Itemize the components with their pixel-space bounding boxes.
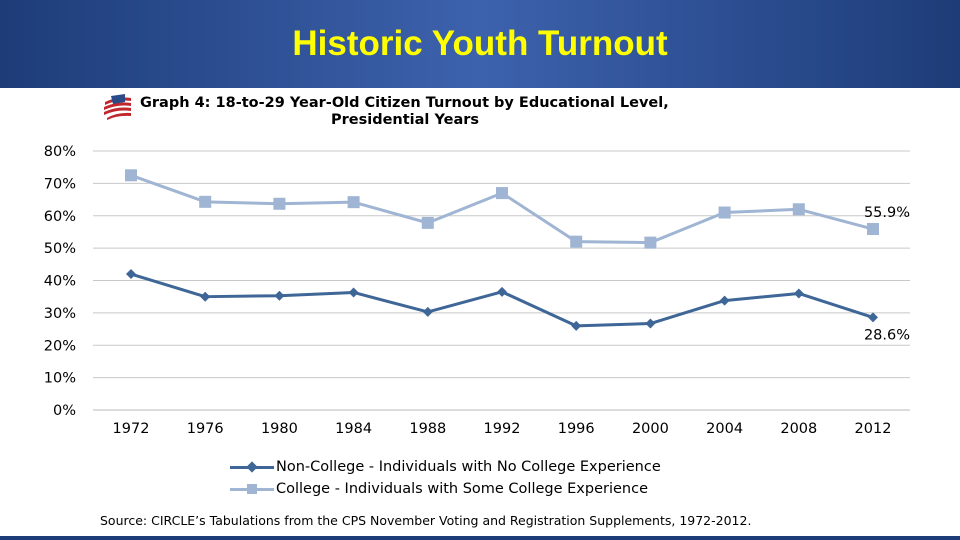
data-point-college — [644, 236, 657, 249]
legend-item-college: College - Individuals with Some College … — [230, 478, 661, 500]
legend-label-non-college: Non-College - Individuals with No Colleg… — [276, 459, 661, 475]
x-tick-label: 2012 — [855, 421, 892, 437]
data-point-college — [347, 196, 360, 209]
data-point-non-college — [274, 290, 285, 301]
x-tick-label: 2000 — [632, 421, 669, 437]
y-tick-label: 50% — [44, 241, 76, 257]
source-note: Source: CIRCLE’s Tabulations from the CP… — [100, 513, 752, 528]
data-point-college — [496, 187, 508, 200]
data-point-non-college — [571, 320, 582, 331]
data-point-college — [125, 169, 137, 182]
legend-label-college: College - Individuals with Some College … — [276, 481, 649, 497]
data-label-college: 55.9% — [864, 205, 910, 221]
data-point-non-college — [868, 312, 878, 323]
y-tick-label: 10% — [44, 371, 76, 387]
data-point-college — [273, 197, 286, 210]
data-point-non-college — [719, 295, 730, 306]
x-tick-label: 1992 — [484, 421, 521, 437]
legend-swatch-non-college — [230, 460, 274, 474]
y-tick-label: 60% — [44, 209, 76, 225]
chart-title: Graph 4: 18-to-29 Year-Old Citizen Turno… — [140, 95, 820, 129]
circle-flag-logo-icon — [104, 94, 131, 120]
y-tick-label: 30% — [44, 306, 76, 322]
data-point-non-college — [793, 288, 804, 299]
x-tick-label: 1976 — [187, 421, 224, 437]
slide-title: Historic Youth Turnout — [292, 24, 668, 63]
x-tick-label: 1980 — [261, 421, 298, 437]
series-line-non-college — [130, 272, 874, 328]
data-point-college — [199, 195, 212, 208]
data-point-non-college — [497, 286, 507, 297]
data-point-college — [570, 235, 583, 248]
x-tick-label: 1996 — [558, 421, 595, 437]
chart-title-line2: Presidential Years — [330, 112, 480, 128]
data-point-college — [421, 216, 434, 229]
data-point-college — [867, 223, 879, 236]
series-line-college — [130, 173, 874, 245]
x-tick-label: 2008 — [780, 421, 817, 437]
y-tick-label: 80% — [44, 144, 76, 160]
legend-swatch-college — [230, 482, 274, 496]
legend-item-non-college: Non-College - Individuals with No Colleg… — [230, 456, 661, 478]
y-tick-label: 0% — [53, 403, 76, 419]
x-tick-label: 1988 — [409, 421, 446, 437]
chart-title-line1: Graph 4: 18-to-29 Year-Old Citizen Turno… — [140, 95, 669, 111]
x-tick-label: 2004 — [706, 421, 743, 437]
chart-legend: Non-College - Individuals with No Colleg… — [230, 456, 661, 500]
data-point-non-college — [126, 269, 136, 280]
footer-bar — [0, 536, 960, 540]
x-tick-label: 1972 — [113, 421, 150, 437]
x-tick-label: 1984 — [335, 421, 372, 437]
y-tick-label: 70% — [44, 176, 76, 192]
data-point-non-college — [200, 291, 211, 302]
data-point-college — [792, 203, 805, 216]
y-tick-label: 20% — [44, 338, 76, 354]
data-point-college — [718, 206, 731, 219]
slide-header: Historic Youth Turnout — [0, 0, 960, 88]
data-point-non-college — [645, 318, 656, 329]
data-point-non-college — [348, 287, 359, 298]
data-label-non-college: 28.6% — [864, 327, 910, 343]
data-point-non-college — [422, 306, 433, 317]
y-tick-label: 40% — [44, 274, 76, 290]
